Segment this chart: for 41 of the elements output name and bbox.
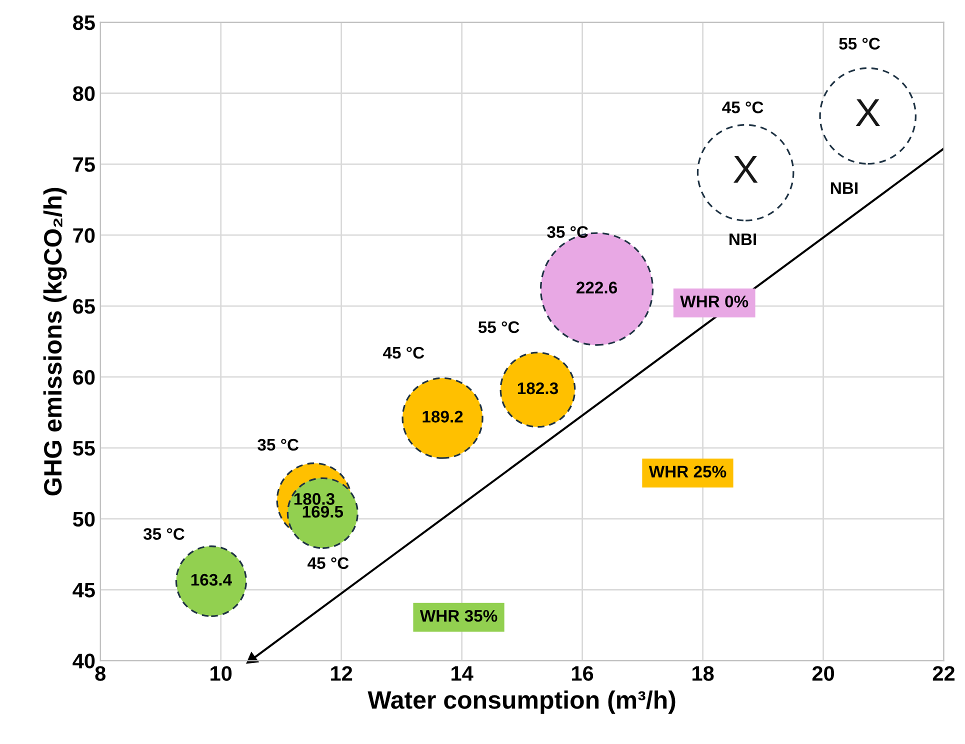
x-tick-label: 22 (932, 666, 955, 681)
annotation: 45 °C (382, 346, 424, 359)
annotation: 45 °C (308, 557, 349, 570)
y-tick-label: 70 (73, 228, 95, 243)
annotation: 180.3 (294, 493, 334, 505)
y-tick-label: 80 (72, 86, 95, 101)
y-tick-label: 50 (72, 512, 95, 527)
annotation: NBI (730, 234, 756, 246)
y-tick-label: 60 (73, 370, 95, 385)
x-axis-title: Water consumption (m³/h) (368, 690, 676, 714)
x-tick-label: 8 (95, 666, 106, 681)
x-tick-label: 18 (692, 666, 714, 681)
annotation: 189.2 (422, 410, 463, 423)
annotation: 35 °C (547, 226, 588, 238)
x-tick-label: 16 (572, 666, 594, 681)
x-tick-label: 10 (210, 666, 232, 681)
annotation: 169.5 (302, 506, 344, 518)
annotation: 182.3 (518, 382, 558, 394)
annotation: NBI (831, 182, 858, 194)
annotation: 55 °C (478, 321, 520, 334)
text: WHR 25% (648, 466, 726, 478)
annotation: 35 °C (143, 528, 184, 540)
x-tick-label: 20 (812, 666, 834, 681)
y-axis-title: GHG emissions (kgCO₂/h) (43, 188, 67, 496)
y-tick-label: 55 (72, 441, 95, 456)
y-tick-label: 75 (73, 157, 95, 172)
series-label: WHR 0% (680, 296, 748, 308)
y-tick-label: 85 (72, 15, 95, 30)
y-tick-label: 40 (72, 654, 95, 668)
annotation: 163.4 (191, 574, 232, 586)
text: WHR 35% (420, 610, 498, 622)
y-tick-label: 65 (73, 299, 95, 314)
annotation: 222.6 (576, 282, 618, 294)
annotation: 45 °C (722, 101, 764, 114)
x-tick-label: 14 (452, 666, 474, 681)
annotation: X (856, 99, 880, 126)
y-tick-label: 45 (72, 582, 95, 598)
annotation: 35 °C (258, 438, 299, 451)
annotation: X (733, 156, 758, 183)
x-tick-label: 12 (331, 666, 352, 681)
annotation: 55 °C (839, 38, 880, 50)
